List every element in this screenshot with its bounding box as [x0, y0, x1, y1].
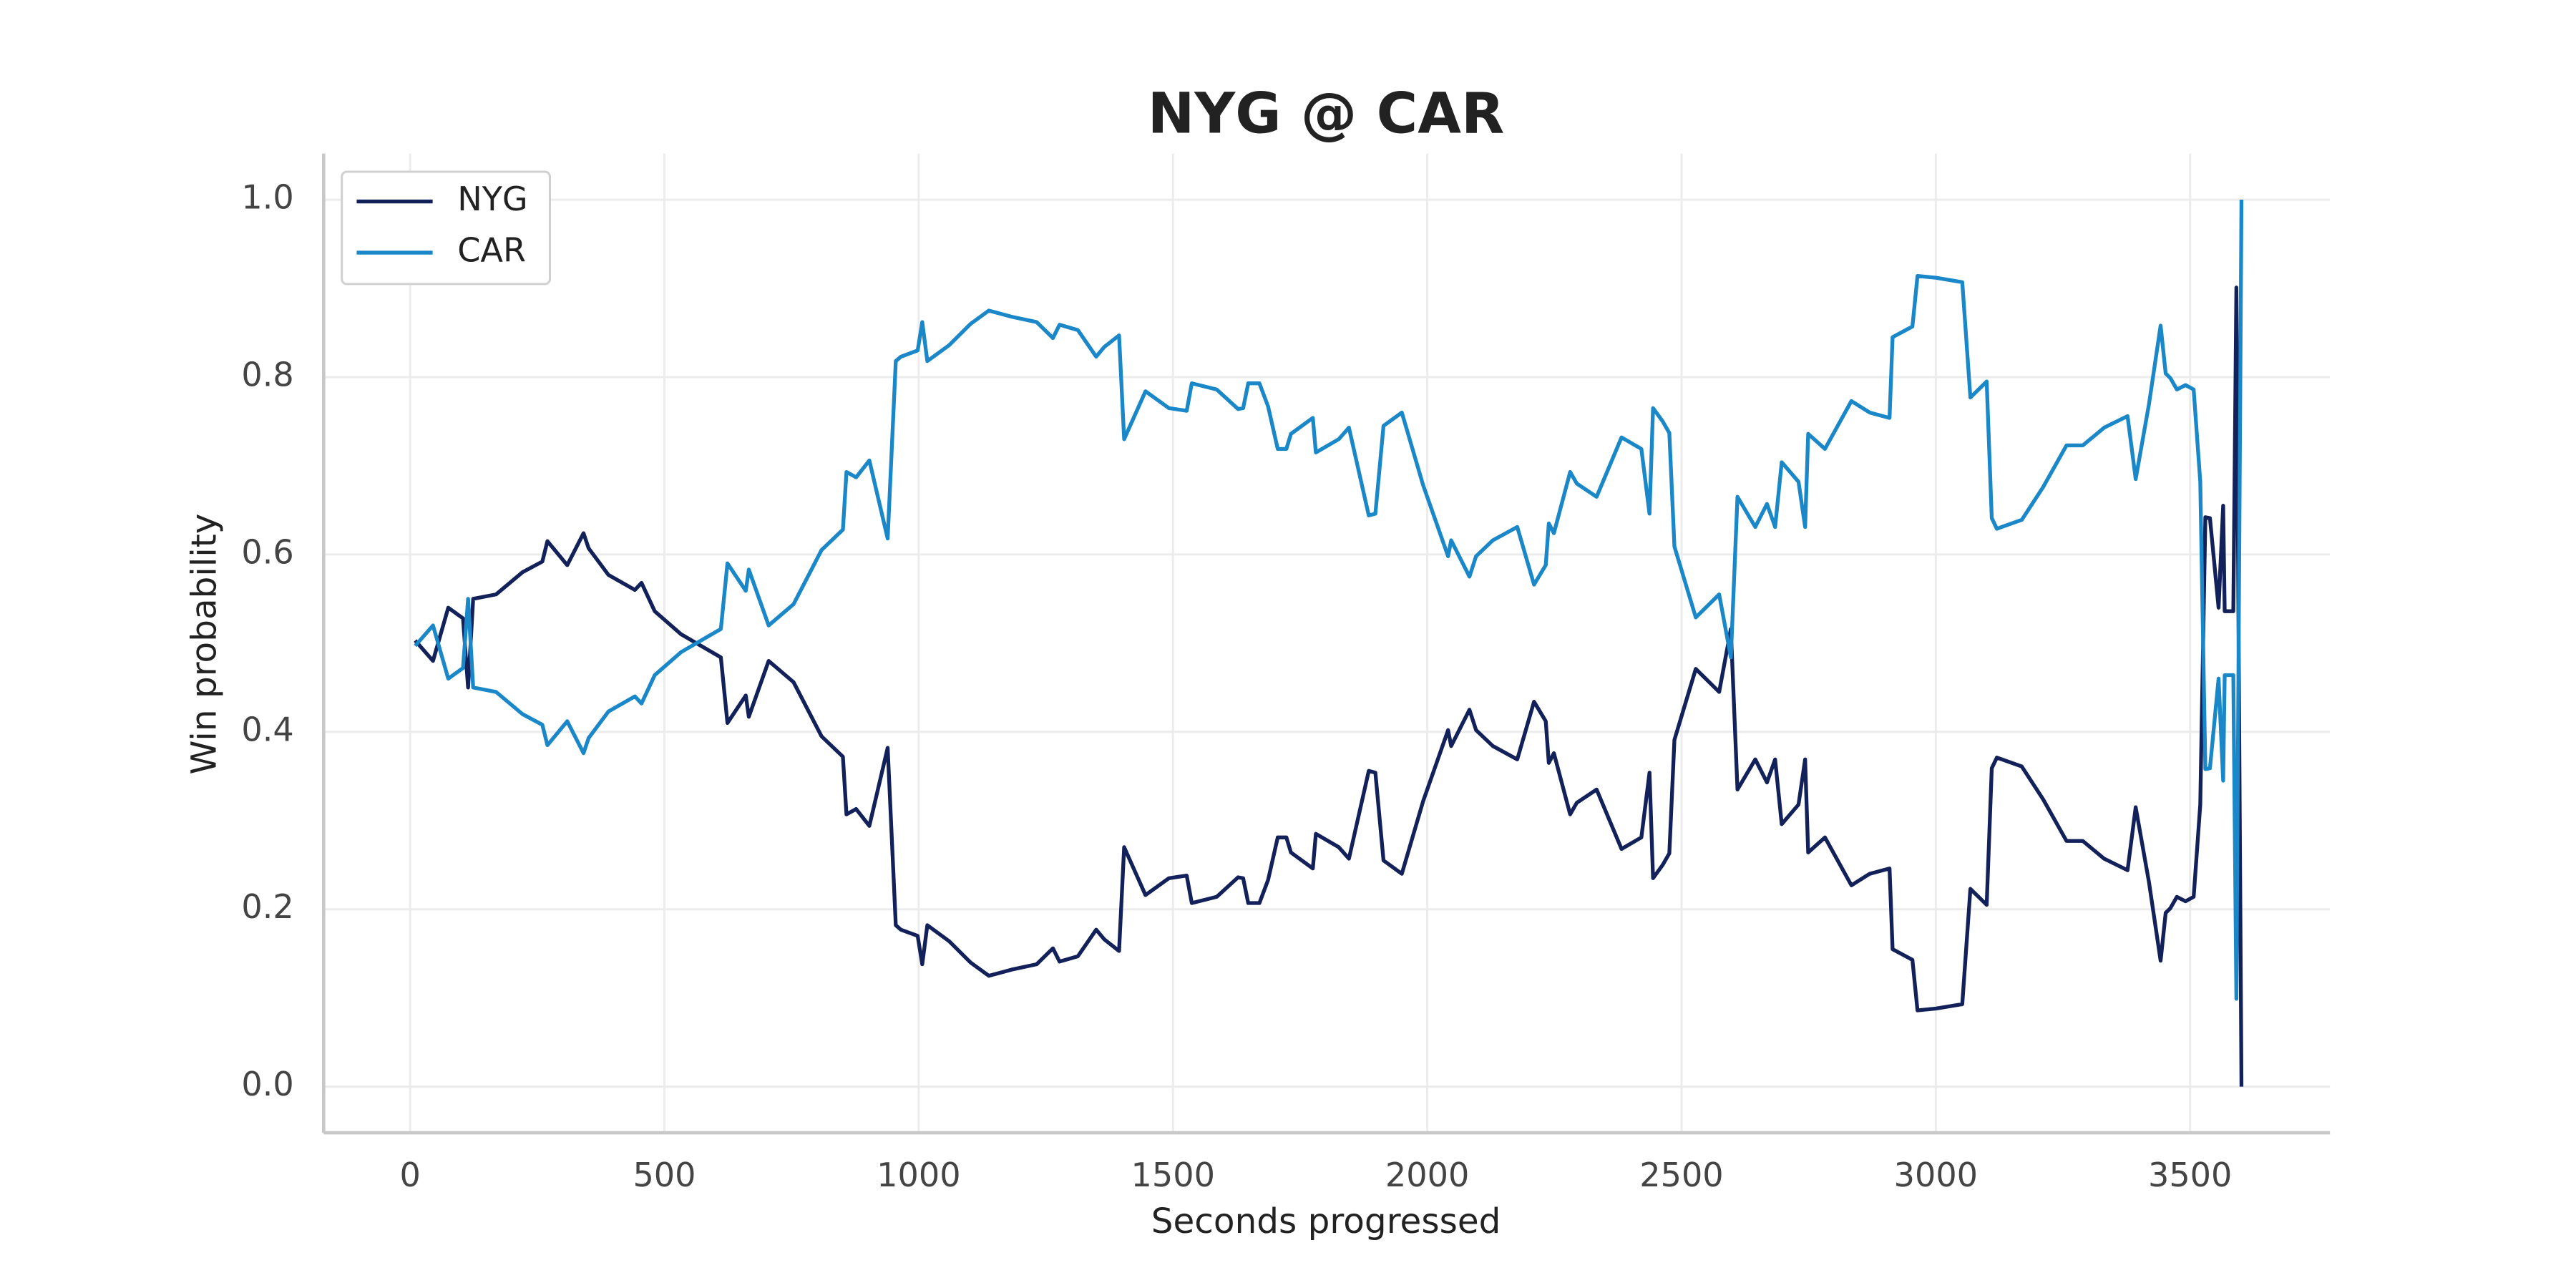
y-tick-label: 0.6 [241, 532, 293, 571]
x-tick-label: 1000 [877, 1156, 960, 1194]
y-tick-label: 1.0 [241, 178, 293, 217]
x-axis-label: Seconds progressed [1151, 1201, 1501, 1241]
y-tick-label: 0.8 [241, 355, 293, 394]
y-tick-label: 0.2 [241, 887, 293, 926]
x-tick-label: 1500 [1131, 1156, 1215, 1194]
x-tick-label: 2500 [1639, 1156, 1723, 1194]
x-tick-label: 500 [633, 1156, 696, 1194]
y-tick-label: 0.0 [241, 1065, 293, 1103]
y-axis-label: Win probability [184, 514, 224, 775]
legend-label: CAR [457, 231, 526, 270]
x-tick-label: 3000 [1894, 1156, 1978, 1194]
x-tick-label: 3500 [2148, 1156, 2232, 1194]
legend: NYG CAR [341, 170, 551, 286]
series-line [414, 286, 2244, 1087]
x-tick-label: 2000 [1385, 1156, 1469, 1194]
y-tick-label: 0.4 [241, 710, 293, 748]
x-tick-label: 0 [399, 1156, 420, 1194]
series-line [414, 200, 2244, 1001]
chart-title: NYG @ CAR [1148, 80, 1505, 146]
legend-label: NYG [457, 180, 527, 218]
